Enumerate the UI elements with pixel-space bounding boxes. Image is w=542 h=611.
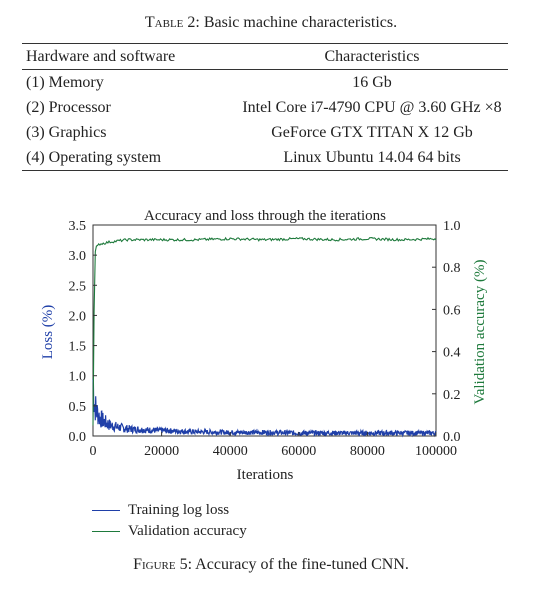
table-cell: (2) Processor [26, 99, 111, 116]
x-tick-label: 100000 [415, 444, 457, 459]
x-tick-label: 60000 [281, 444, 316, 459]
x-axis-label: Iterations [237, 467, 294, 483]
y-axis-left-label: Loss (%) [40, 305, 56, 360]
legend-swatch-validation-accuracy [92, 531, 120, 533]
chart-title: Accuracy and loss through the iterations [144, 208, 386, 224]
table-row: (2) Processor Intel Core i7-4790 CPU @ 3… [22, 95, 508, 120]
figure-caption-text: Accuracy of the fine-tuned CNN. [192, 556, 409, 573]
table-caption-text: Basic machine characteristics. [199, 14, 398, 31]
y-right-tick-label: 1.0 [443, 219, 461, 234]
table-cell: Intel Core i7-4790 CPU @ 3.60 GHz ×8 [242, 99, 502, 116]
y-left-tick-label: 3.0 [69, 249, 87, 264]
ticks-layer: 0 20000 40000 60000 80000 1000000.00.51.01.52… [69, 219, 461, 459]
table-caption-label: Table 2: [144, 14, 200, 31]
series-line-training-loss [92, 379, 437, 438]
y-right-tick-label: 0.6 [443, 303, 461, 318]
legend-label-training-loss: Training log loss [128, 502, 230, 518]
y-left-tick-label: 0.0 [69, 430, 87, 445]
table-cell: (1) Memory [26, 74, 104, 91]
machine-characteristics-table: Hardware and software Characteristics (1… [22, 43, 508, 171]
y-left-tick-label: 1.0 [69, 370, 87, 385]
table-caption: Table 2: Basic machine characteristics. [0, 14, 542, 32]
y-left-tick-label: 2.0 [69, 309, 87, 324]
y-right-tick-label: 0.2 [443, 388, 461, 403]
figure-caption-label: Figure 5: [133, 556, 193, 573]
table-row: (3) Graphics GeForce GTX TITAN X 12 Gb [22, 120, 508, 145]
table-row: (1) Memory 16 Gb [22, 70, 508, 96]
y-left-tick-label: 2.5 [69, 279, 87, 294]
table-cell: 16 Gb [352, 74, 392, 91]
x-tick-label: 0 [90, 444, 97, 459]
figure-caption: Figure 5: Accuracy of the fine-tuned CNN… [0, 556, 542, 574]
table-header-hardware: Hardware and software [26, 48, 176, 65]
y-right-tick-label: 0.8 [443, 261, 461, 276]
y-right-tick-label: 0.0 [443, 430, 461, 445]
chart-legend: Training log loss Validation accuracy [92, 500, 247, 542]
legend-item-training-loss: Training log loss [92, 500, 247, 521]
legend-swatch-training-loss [92, 510, 120, 512]
y-left-tick-label: 3.5 [69, 219, 87, 234]
y-left-tick-label: 1.5 [69, 340, 87, 355]
x-tick-label: 40000 [213, 444, 248, 459]
x-tick-label: 20000 [144, 444, 179, 459]
series-layer [92, 236, 437, 438]
legend-item-validation-accuracy: Validation accuracy [92, 521, 247, 542]
series-line-validation-accuracy [92, 236, 437, 426]
accuracy-loss-chart: Accuracy and loss through the iterations… [40, 208, 488, 483]
legend-label-validation-accuracy: Validation accuracy [128, 523, 247, 539]
y-left-tick-label: 0.5 [69, 400, 87, 415]
table-header-row: Hardware and software Characteristics [22, 43, 508, 70]
plot-area [92, 224, 437, 437]
x-tick-label: 80000 [350, 444, 385, 459]
table-row: (4) Operating system Linux Ubuntu 14.04 … [22, 145, 508, 171]
y-right-tick-label: 0.4 [443, 346, 461, 361]
y-axis-right-label: Validation accuracy (%) [472, 260, 488, 405]
plot-frame [92, 224, 437, 437]
table-cell: Linux Ubuntu 14.04 64 bits [283, 149, 461, 166]
table-cell: (3) Graphics [26, 124, 107, 141]
table-cell: (4) Operating system [26, 149, 162, 166]
table-cell: GeForce GTX TITAN X 12 Gb [271, 124, 473, 141]
table-header-characteristics: Characteristics [324, 48, 420, 65]
